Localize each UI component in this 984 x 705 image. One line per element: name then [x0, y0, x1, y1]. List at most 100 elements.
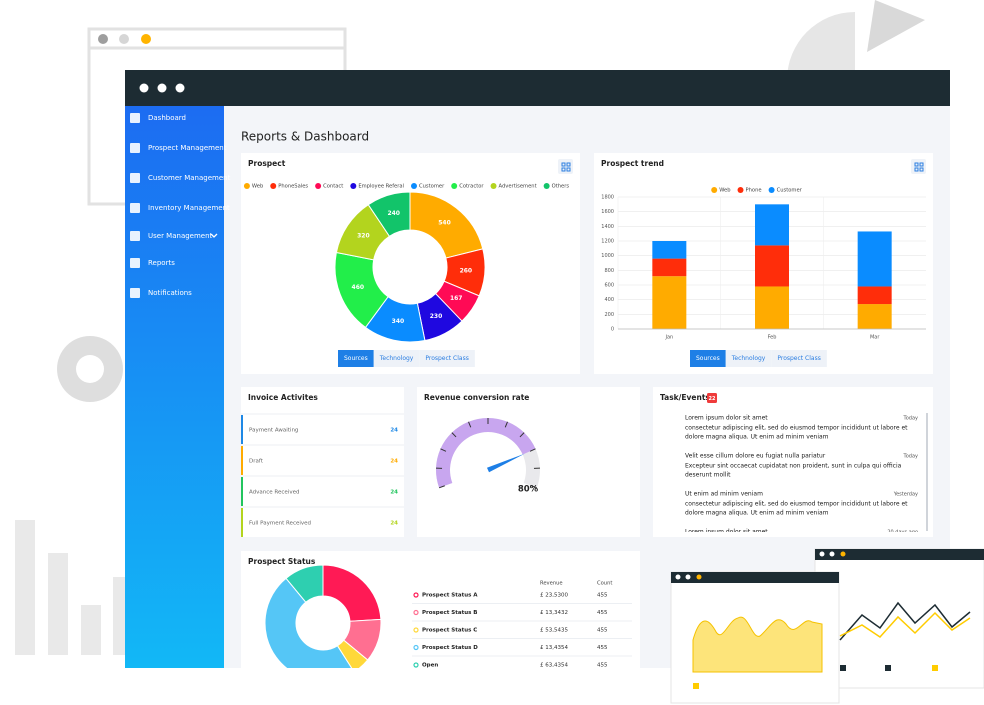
status-marker — [413, 609, 419, 616]
gauge-notch — [438, 485, 445, 489]
sidebar-item[interactable]: Reports — [148, 259, 175, 267]
sidebar-item[interactable]: Prospect Management — [148, 144, 227, 152]
bar-segment — [857, 231, 892, 287]
tab[interactable]: Prospect Class — [425, 355, 469, 362]
sidebar-item[interactable]: Customer Management — [148, 174, 231, 182]
task-text: consectetur adipiscing elit, sed do eius… — [685, 501, 908, 508]
card-title: Prospect Status — [248, 557, 316, 566]
legend: Web PhoneSales Contact Employee Referal Cust… — [243, 183, 570, 190]
invoice-value: 24 — [390, 428, 398, 434]
bar-segment — [755, 204, 789, 246]
bar-segment — [652, 241, 687, 259]
chevron — [210, 233, 218, 238]
invoice-label: Full Payment Received — [249, 521, 311, 527]
tab-background[interactable] — [771, 350, 827, 367]
legend-swatch — [315, 183, 322, 189]
legend-swatch — [490, 183, 497, 189]
tab[interactable]: Sources — [344, 355, 368, 362]
row-accent — [241, 508, 243, 537]
sidebar-item[interactable]: Dashboard — [148, 114, 186, 122]
donut-segment — [367, 191, 411, 237]
legend-swatch — [451, 183, 458, 189]
y-tick-label: 1200 — [601, 239, 614, 245]
data-label: 320 — [357, 232, 370, 239]
y-tick-label: 600 — [604, 283, 614, 289]
tab-background[interactable] — [338, 350, 374, 367]
legend-label: Customer — [777, 188, 803, 194]
column-header: Count — [597, 581, 612, 587]
tab[interactable]: Sources — [696, 355, 720, 362]
legend-label: Others — [552, 184, 570, 190]
donut-segment — [264, 577, 353, 668]
task-text: Excepteur sint occaecat cupidatat non pr… — [685, 463, 902, 470]
status-count: 455 — [597, 610, 608, 616]
y-tick-label: 200 — [604, 312, 614, 318]
gauge-needle — [486, 453, 525, 473]
sidebar-item[interactable]: User Management — [148, 232, 213, 240]
x-tick-label: Mar — [870, 335, 880, 341]
status-marker — [413, 662, 419, 668]
legend-label: Phone — [746, 188, 762, 194]
tab[interactable]: Technology — [379, 355, 414, 362]
invoice-label: Draft — [249, 459, 264, 465]
legend-label: Employee Referal — [358, 184, 404, 190]
x-tick-label: Jan — [664, 335, 673, 341]
row-accent — [241, 415, 243, 444]
task-title: Ut enim ad minim veniam — [685, 491, 763, 498]
task-text: dolore magna aliqua. Ut enim ad minim ve… — [685, 510, 829, 517]
status-count: 455 — [597, 628, 608, 634]
sidebar-icon — [130, 231, 140, 241]
legend-label: Contact — [323, 184, 343, 190]
tab[interactable]: Prospect Class — [777, 355, 821, 362]
x-tick-label: Feb — [768, 335, 777, 341]
y-tick-label: 400 — [604, 297, 614, 303]
tab-background[interactable] — [419, 350, 475, 367]
status-marker — [413, 644, 419, 651]
task-time: Yesterday — [893, 492, 918, 498]
sidebar-item[interactable]: Inventory Management — [148, 204, 230, 212]
column-header: Revenue — [540, 581, 563, 587]
row-accent — [241, 477, 243, 506]
sidebar-item[interactable]: Notifications — [148, 289, 192, 297]
card-title: Revenue conversion rate — [424, 393, 529, 402]
task-text: deserunt mollit — [685, 472, 731, 479]
sidebar-icon — [130, 173, 140, 183]
gauge-notch — [468, 421, 472, 428]
legend-label: PhoneSales — [278, 184, 308, 190]
task-time: Today — [903, 416, 919, 422]
legend-swatch — [243, 183, 250, 189]
legend-swatch — [411, 183, 417, 189]
sidebar-icon — [130, 203, 140, 213]
y-tick-label: 1000 — [601, 253, 614, 259]
invoice-value: 24 — [390, 521, 398, 527]
invoice-value: 24 — [390, 490, 398, 496]
legend-swatch — [768, 187, 775, 193]
data-label: 340 — [392, 318, 405, 325]
status-revenue: £ 53,5435 — [540, 628, 568, 634]
status-name: Prospect Status C — [422, 628, 477, 634]
legend-swatch — [543, 183, 550, 189]
legend-label: Advertisement — [499, 184, 537, 190]
status-revenue: £ 23,5300 — [540, 593, 568, 599]
status-marker — [413, 627, 419, 633]
bar-segment — [755, 286, 789, 329]
invoice-label: Advance Received — [249, 490, 299, 496]
gauge-notch — [451, 432, 457, 438]
bar-segment — [652, 258, 687, 277]
tab-background[interactable] — [373, 350, 420, 367]
gauge-notch — [440, 448, 447, 452]
tab-background[interactable] — [690, 350, 726, 367]
legend-label: Web — [252, 184, 264, 190]
tab[interactable]: Technology — [731, 355, 766, 362]
sidebar-icon — [130, 113, 140, 123]
status-revenue: £ 13,3432 — [540, 610, 568, 616]
tab-background[interactable] — [725, 350, 772, 367]
legend-label: Customer — [419, 184, 445, 190]
invoice-label: Payment Awaiting — [249, 428, 298, 434]
bar-segment — [652, 276, 687, 329]
status-count: 455 — [597, 593, 608, 599]
sidebar-icon — [130, 143, 140, 153]
donut-segment — [285, 564, 324, 603]
badge-count: 22 — [709, 396, 716, 402]
